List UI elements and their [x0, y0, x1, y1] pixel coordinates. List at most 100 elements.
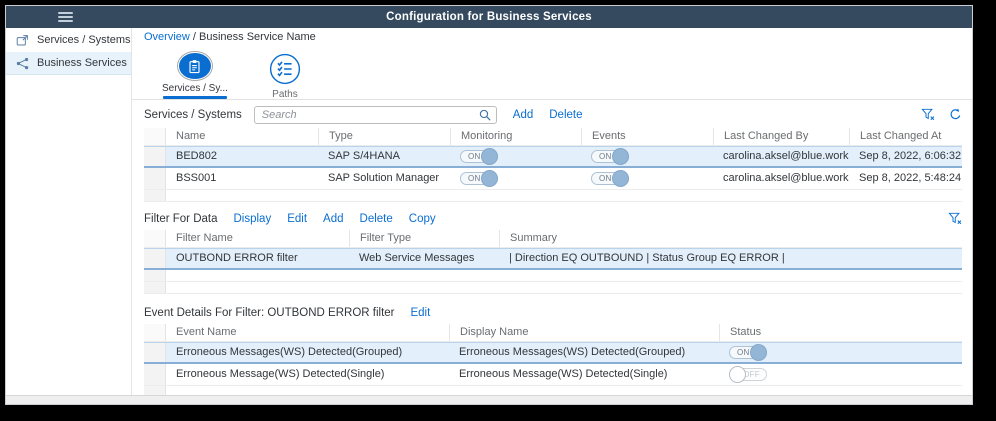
filter-table: Filter Name Filter Type Summary OUTBOND … [144, 229, 962, 294]
services-systems-table: Name Type Monitoring Events Last Changed… [144, 127, 962, 202]
cell-type: SAP S/4HANA [328, 150, 400, 163]
cell-last-changed-by: carolina.aksel@blue.works [723, 172, 849, 185]
shell-title: Configuration for Business Services [386, 11, 592, 23]
table-header-row: Event Name Display Name Status [144, 323, 962, 342]
cell-display-name: Erroneous Message(WS) Detected(Single) [459, 368, 668, 381]
services-systems-title: Services / Systems [144, 108, 242, 121]
filter-for-data-title: Filter For Data [144, 212, 218, 225]
column-header-monitoring[interactable]: Monitoring [450, 127, 581, 145]
main-area: Overview / Business Service Name Service… [132, 28, 972, 395]
tab-label: Services / Sy... [162, 83, 228, 95]
table-row[interactable]: Erroneous Message(WS) Detected(Single) E… [144, 363, 962, 386]
row-selector-gutter [144, 385, 166, 395]
empty-row [144, 269, 962, 282]
status-toggle[interactable]: ON [729, 343, 767, 361]
tab-services-systems[interactable]: Services / Sy... [162, 50, 228, 99]
toggle-knob [612, 169, 629, 187]
event-details-title: Event Details For Filter: OUTBOND ERROR … [144, 306, 395, 319]
table-row[interactable]: Erroneous Messages(WS) Detected(Grouped)… [144, 341, 962, 364]
cell-filter-name: OUTBOND ERROR filter [176, 252, 298, 265]
table-row[interactable]: BED802 SAP S/4HANA ON ON carolina.aksel@… [144, 145, 962, 168]
toggle-knob [481, 169, 498, 187]
column-header-summary[interactable]: Summary [499, 229, 962, 247]
cell-event-name: Erroneous Message(WS) Detected(Single) [176, 368, 385, 381]
content-area: Services / Systems Add Delete [132, 100, 972, 395]
monitoring-toggle[interactable]: ON [460, 169, 498, 187]
sidebar-item-business-services[interactable]: Business Services [6, 52, 131, 75]
column-header-filter-name[interactable]: Filter Name [176, 232, 233, 245]
column-header-last-changed-by[interactable]: Last Changed By [713, 127, 849, 145]
search-input[interactable] [261, 108, 475, 121]
event-table: Event Name Display Name Status Erroneous… [144, 323, 962, 395]
delete-button[interactable]: Delete [549, 108, 583, 121]
row-selector-gutter[interactable] [144, 248, 166, 268]
cell-last-changed-at: Sep 8, 2022, 5:48:24 PM [859, 172, 962, 185]
sidebar: Services / Systems Business Services [6, 28, 132, 395]
toggle-knob [612, 147, 629, 165]
table-row[interactable]: BSS001 SAP Solution Manager ON ON caroli… [144, 167, 962, 190]
tab-paths[interactable]: Paths [254, 53, 316, 100]
breadcrumb-current: Business Service Name [199, 30, 316, 43]
cell-events: ON [581, 147, 713, 166]
filter-for-data-toolbar: Filter For Data Display Edit Add Delete … [144, 210, 962, 228]
row-selector-gutter [144, 229, 166, 247]
refresh-icon[interactable] [949, 108, 962, 121]
events-toggle[interactable]: ON [591, 169, 629, 187]
cell-monitoring: ON [450, 147, 581, 166]
monitoring-toggle[interactable]: ON [460, 147, 498, 165]
column-header-name[interactable]: Name [176, 130, 206, 143]
copy-button[interactable]: Copy [408, 212, 436, 225]
shell-header: Configuration for Business Services [6, 6, 972, 28]
table-row[interactable]: OUTBOND ERROR filter Web Service Message… [144, 247, 962, 270]
tab-selected-underline [162, 96, 227, 99]
row-selector-gutter[interactable] [144, 342, 166, 362]
checklist-icon [269, 53, 301, 85]
cell-events: ON [581, 168, 713, 189]
row-selector-gutter[interactable] [144, 146, 166, 166]
filter-clear-icon[interactable] [948, 212, 962, 225]
status-toggle[interactable]: OFF [729, 365, 767, 383]
edit-button[interactable]: Edit [410, 306, 431, 319]
search-icon[interactable] [479, 109, 491, 121]
toggle-knob [750, 343, 767, 361]
row-selector-gutter[interactable] [144, 167, 166, 189]
row-selector-gutter[interactable] [144, 363, 166, 385]
cell-summary: | Direction EQ OUTBOUND | Status Group E… [509, 252, 785, 265]
row-selector-gutter [144, 269, 166, 281]
sidebar-item-label: Services / Systems [37, 34, 131, 46]
it-system-icon [15, 34, 29, 47]
cell-filter-type: Web Service Messages [359, 252, 475, 265]
column-header-events[interactable]: Events [581, 127, 713, 145]
cell-display-name: Erroneous Messages(WS) Detected(Grouped) [459, 346, 686, 359]
column-header-last-changed-at[interactable]: Last Changed At [849, 127, 962, 145]
row-selector-gutter [144, 189, 166, 201]
cell-name: BED802 [176, 150, 217, 163]
column-header-event-name[interactable]: Event Name [176, 326, 237, 339]
sidebar-item-services-systems[interactable]: Services / Systems [6, 29, 131, 52]
cell-status: ON [719, 343, 962, 362]
breadcrumb-overview-link[interactable]: Overview [144, 30, 190, 43]
add-button[interactable]: Add [323, 212, 344, 225]
column-header-type[interactable]: Type [318, 127, 450, 145]
menu-icon[interactable] [58, 10, 73, 24]
cell-type: SAP Solution Manager [328, 172, 440, 185]
display-button[interactable]: Display [233, 212, 272, 225]
row-selector-gutter [144, 127, 166, 145]
column-header-filter-type[interactable]: Filter Type [349, 229, 499, 247]
window-footer [6, 395, 972, 404]
cell-status: OFF [719, 364, 962, 385]
delete-button[interactable]: Delete [359, 212, 393, 225]
icon-tab-bar: Services / Sy... Paths [132, 46, 972, 100]
share-icon [15, 57, 29, 70]
sidebar-item-label: Business Services [37, 57, 127, 69]
column-header-status[interactable]: Status [719, 323, 962, 341]
cell-name: BSS001 [176, 172, 217, 185]
filter-clear-icon[interactable] [921, 108, 935, 121]
table-header-row: Filter Name Filter Type Summary [144, 229, 962, 248]
add-button[interactable]: Add [512, 108, 534, 121]
breadcrumb: Overview / Business Service Name [132, 28, 972, 46]
edit-button[interactable]: Edit [287, 212, 308, 225]
search-box [253, 105, 497, 124]
events-toggle[interactable]: ON [591, 147, 629, 165]
column-header-display-name[interactable]: Display Name [449, 323, 719, 341]
